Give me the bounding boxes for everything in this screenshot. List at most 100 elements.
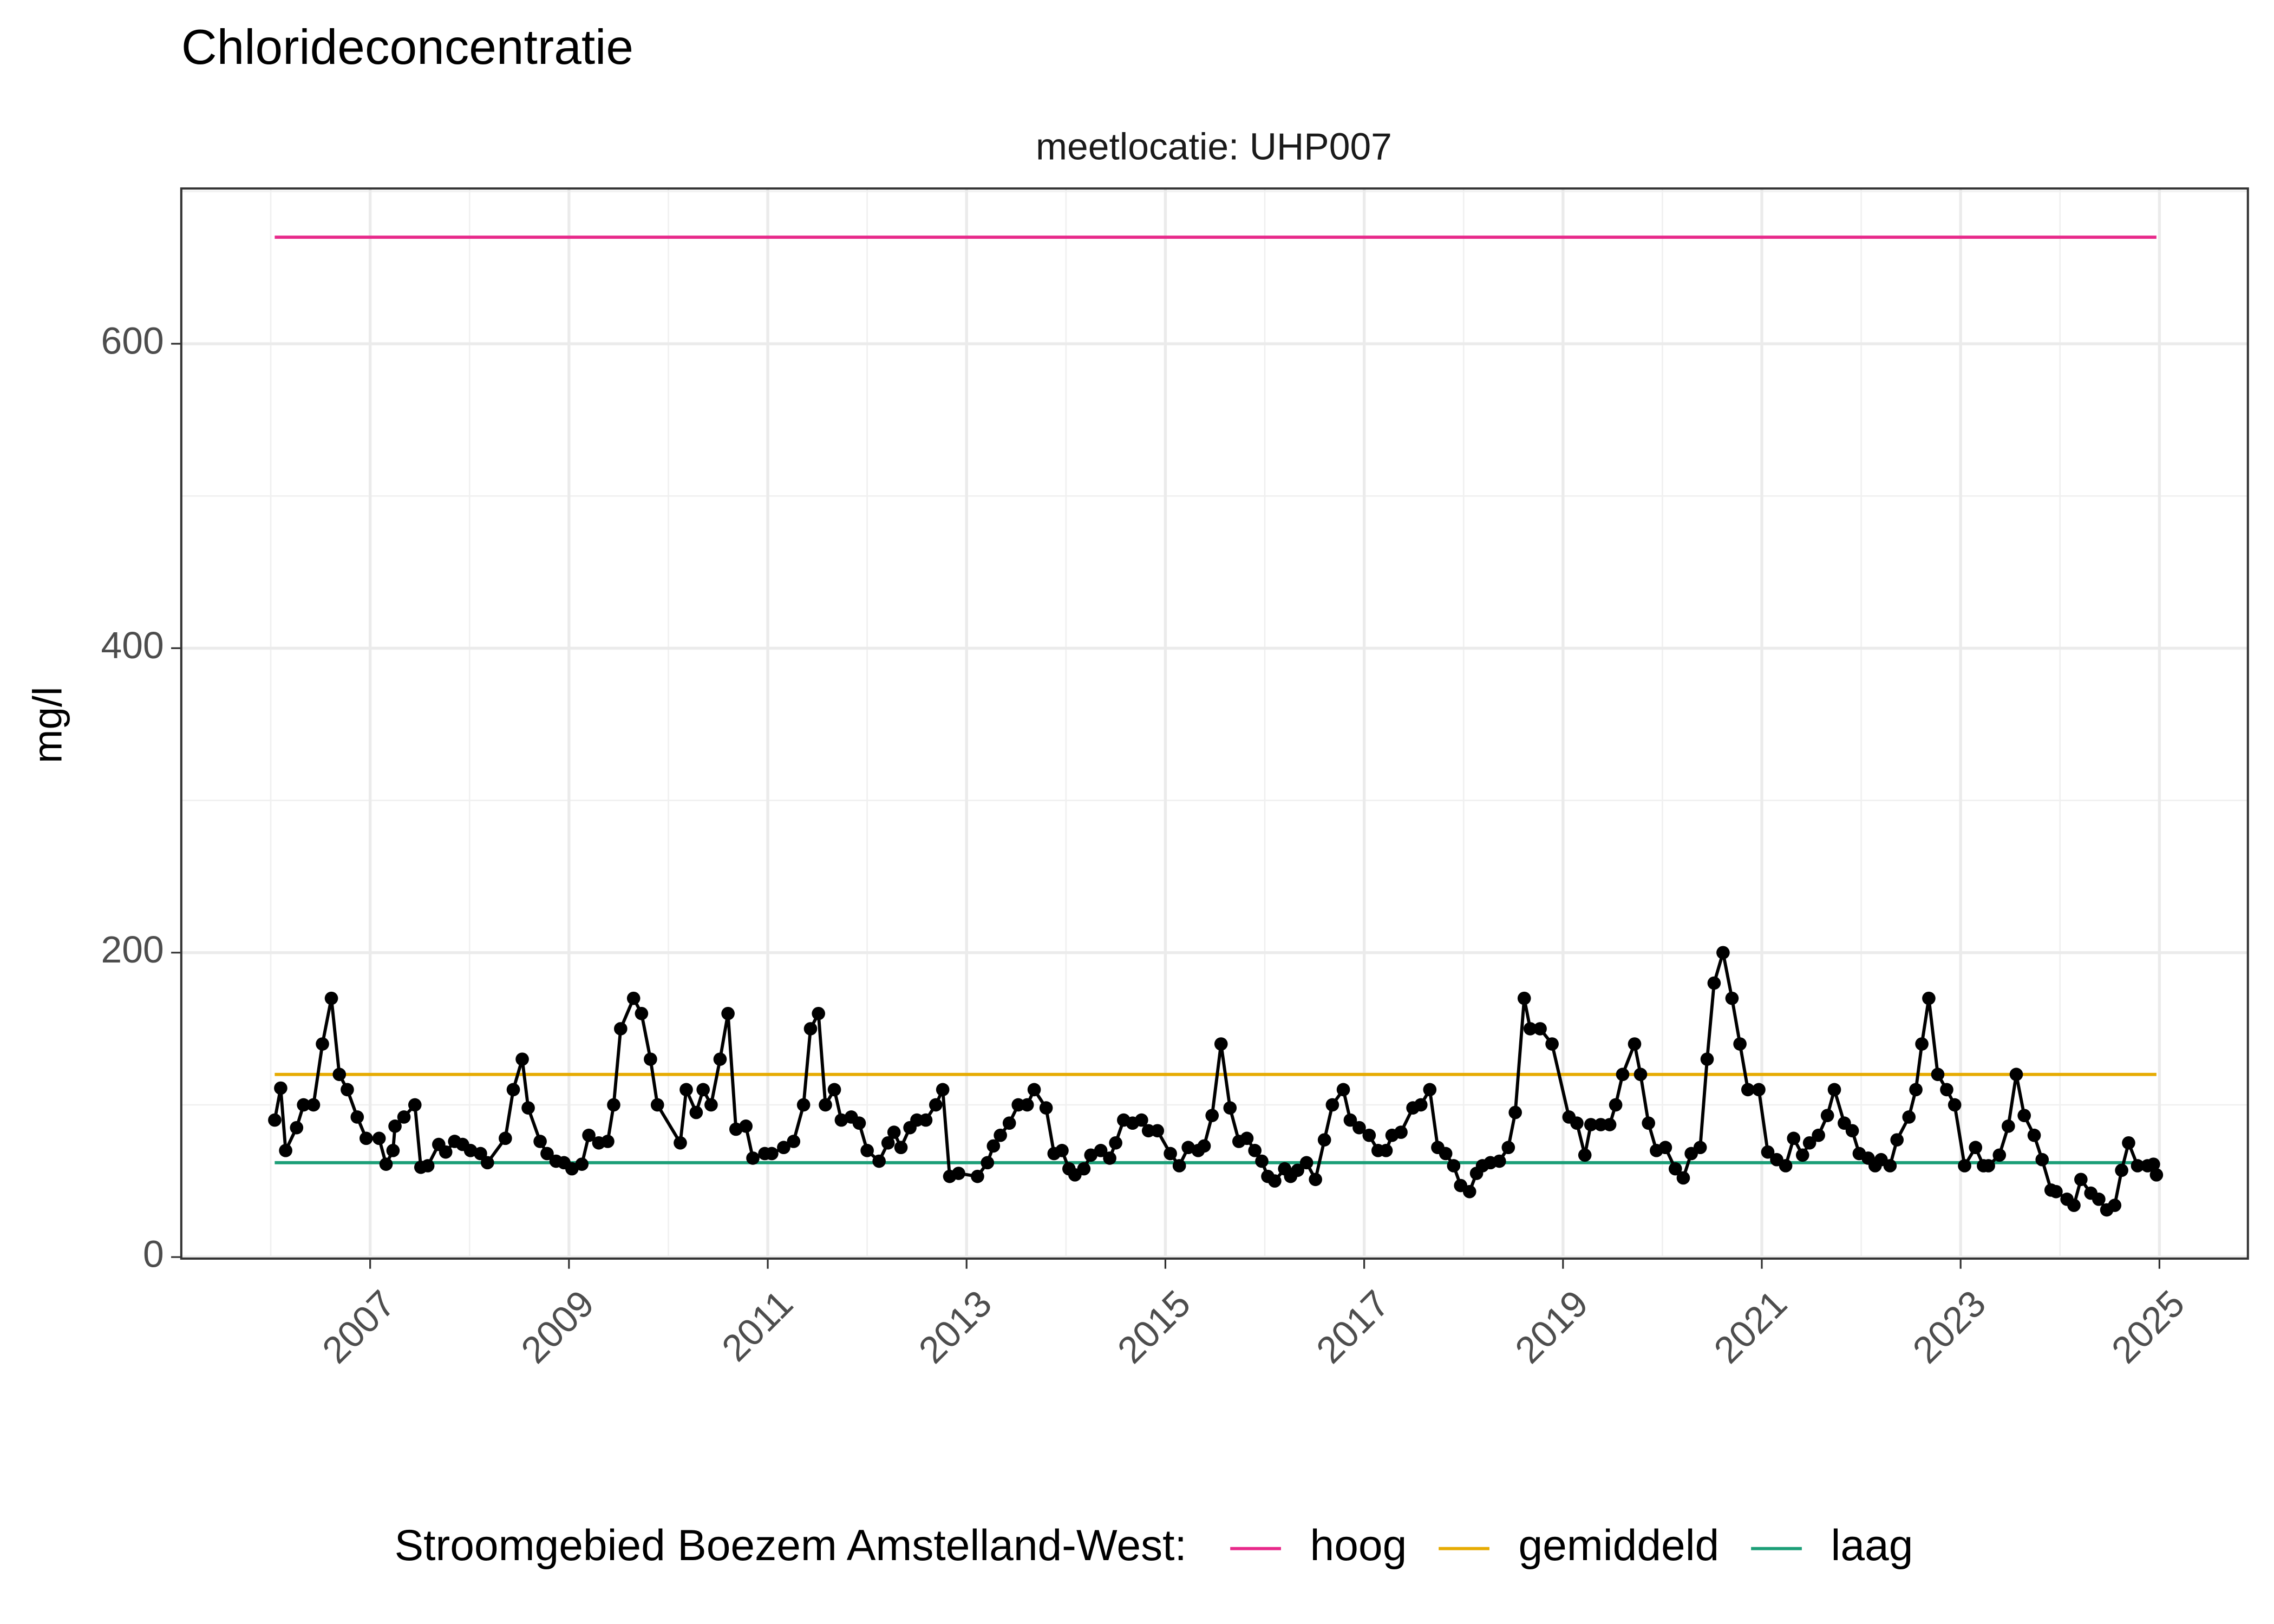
data-point: [696, 1083, 710, 1097]
data-point: [1268, 1174, 1282, 1188]
data-point: [1172, 1159, 1186, 1173]
data-point: [812, 1006, 825, 1020]
data-point: [1248, 1144, 1262, 1157]
data-point: [1733, 1037, 1747, 1051]
data-point: [515, 1052, 529, 1066]
data-point: [1020, 1098, 1034, 1112]
data-point: [1992, 1148, 2007, 1162]
data-point: [1299, 1156, 1314, 1170]
data-point: [1578, 1148, 1592, 1162]
data-point: [2131, 1159, 2145, 1173]
data-point: [613, 1022, 628, 1036]
data-point: [787, 1135, 801, 1148]
data-point: [1039, 1101, 1053, 1115]
data-point: [274, 1081, 287, 1095]
data-point: [894, 1141, 908, 1155]
data-point: [626, 991, 641, 1005]
data-point: [1362, 1128, 1376, 1142]
data-point: [971, 1169, 984, 1183]
data-point: [386, 1144, 400, 1157]
data-point: [372, 1131, 386, 1145]
y-axis-label: mg/l: [25, 686, 70, 763]
data-point: [1693, 1141, 1707, 1155]
data-point: [290, 1121, 304, 1135]
legend-label: hoog: [1310, 1521, 1407, 1570]
data-point: [1658, 1141, 1672, 1155]
data-point: [397, 1110, 411, 1124]
data-point: [721, 1006, 735, 1020]
data-point: [1922, 991, 1936, 1005]
data-point: [1084, 1148, 1098, 1162]
data-point: [533, 1135, 547, 1148]
data-point: [2115, 1163, 2128, 1177]
data-point: [1462, 1184, 1476, 1199]
data-point: [341, 1083, 354, 1097]
data-point: [2092, 1193, 2106, 1206]
data-point: [1802, 1136, 1816, 1150]
data-point: [819, 1098, 832, 1112]
data-point: [1394, 1125, 1408, 1139]
data-point: [635, 1006, 649, 1020]
data-point: [2122, 1136, 2135, 1150]
data-point: [650, 1098, 664, 1112]
data-point: [1707, 976, 1721, 990]
data-point: [765, 1147, 779, 1161]
data-point: [1779, 1159, 1793, 1173]
data-point: [1845, 1124, 1859, 1138]
data-point: [1642, 1116, 1656, 1130]
data-point: [1700, 1052, 1714, 1066]
data-point: [1761, 1145, 1775, 1159]
data-point: [1151, 1124, 1165, 1138]
data-point: [1795, 1148, 1809, 1162]
data-point: [379, 1157, 393, 1171]
data-point: [1135, 1113, 1148, 1127]
data-point: [827, 1083, 841, 1097]
data-point: [887, 1125, 901, 1139]
data-point: [674, 1136, 687, 1150]
data-point: [1633, 1068, 1648, 1082]
data-point: [1501, 1141, 1515, 1155]
data-point: [746, 1151, 760, 1165]
data-point: [474, 1147, 487, 1161]
legend-title: Stroomgebied Boezem Amstelland-West:: [395, 1521, 1187, 1570]
legend-label: gemiddeld: [1519, 1521, 1720, 1570]
data-point: [1545, 1037, 1559, 1051]
data-point: [1103, 1151, 1116, 1165]
data-point: [2149, 1168, 2164, 1182]
data-point: [1812, 1128, 1825, 1142]
data-point: [936, 1083, 950, 1097]
data-point: [952, 1167, 965, 1180]
data-point: [1447, 1159, 1461, 1173]
data-point: [499, 1131, 512, 1145]
data-point: [565, 1162, 579, 1176]
data-point: [981, 1156, 995, 1170]
data-point: [540, 1147, 554, 1161]
data-point: [1309, 1173, 1322, 1187]
data-point: [1325, 1098, 1339, 1112]
data-point: [1343, 1113, 1357, 1127]
data-point: [1336, 1083, 1350, 1097]
data-point: [2017, 1109, 2031, 1123]
data-point: [1077, 1162, 1091, 1176]
facet-label: meetlocatie: UHP007: [1036, 125, 1392, 167]
data-point: [1716, 946, 1730, 960]
data-point: [2009, 1068, 2023, 1082]
data-point: [1027, 1083, 1041, 1097]
data-point: [439, 1145, 453, 1159]
data-point: [1603, 1118, 1617, 1131]
data-point: [689, 1105, 703, 1119]
data-point: [1609, 1098, 1623, 1112]
data-point: [1414, 1098, 1428, 1112]
data-point: [350, 1110, 364, 1124]
data-point: [506, 1083, 520, 1097]
data-point: [575, 1157, 589, 1171]
data-point: [1523, 1022, 1537, 1036]
data-point: [601, 1135, 615, 1148]
data-point: [1584, 1118, 1598, 1131]
data-point: [1570, 1116, 1584, 1130]
legend-label: laag: [1831, 1521, 1913, 1570]
chart-title: Chlorideconcentratie: [181, 20, 633, 75]
data-point: [1255, 1154, 1269, 1168]
